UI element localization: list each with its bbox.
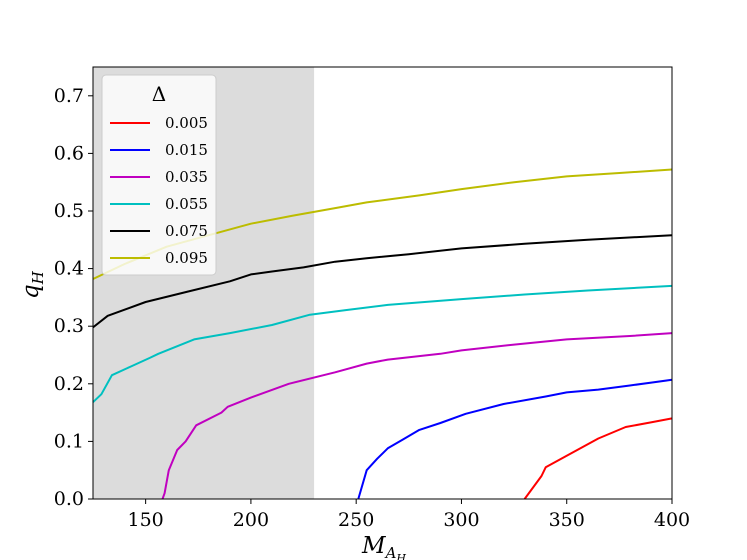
legend-title: Δ	[152, 82, 166, 106]
y-tick-label: 0.0	[54, 488, 84, 510]
legend-label-0.015: 0.015	[165, 141, 208, 159]
x-axis-label: MAH	[361, 533, 406, 560]
axes-frame	[92, 66, 673, 500]
legend-label-0.005: 0.005	[165, 114, 208, 132]
svg-text:MAH: MAH	[361, 533, 406, 560]
legend-label-0.075: 0.075	[165, 222, 208, 240]
y-tick-label: 0.6	[54, 142, 84, 164]
series-line-0.015	[357, 378, 673, 500]
y-axis-label-sub: H	[29, 270, 47, 285]
svg-text:qH: qH	[18, 270, 47, 299]
legend: Δ 0.005 0.015 0.035 0.055 0.075 0.095	[101, 74, 217, 276]
series-line-0.055	[92, 284, 673, 403]
x-tick-label: 300	[443, 509, 479, 531]
x-tick-label: 350	[549, 509, 585, 531]
x-axis-label-main: M	[361, 533, 387, 559]
y-axis-ticks: 0.0 0.1 0.2 0.3 0.4 0.5 0.6 0.7	[54, 85, 93, 510]
x-tick-label: 250	[338, 509, 374, 531]
y-axis-label: qH	[18, 270, 47, 299]
y-tick-label: 0.2	[54, 373, 84, 395]
y-tick-label: 0.1	[54, 430, 84, 452]
series-line-0.005	[523, 417, 673, 500]
legend-label-0.035: 0.035	[165, 168, 208, 186]
y-axis-label-main: q	[18, 284, 44, 299]
x-tick-label: 150	[128, 509, 164, 531]
x-tick-label: 200	[233, 509, 269, 531]
x-axis-label-sub: A	[384, 544, 397, 560]
series-line-0.035	[161, 332, 673, 500]
legend-label-0.095: 0.095	[165, 249, 208, 267]
y-tick-label: 0.5	[54, 200, 84, 222]
series-line-0.075	[92, 234, 673, 329]
legend-box	[101, 74, 217, 276]
legend-items: 0.005 0.015 0.035 0.055 0.075 0.095	[110, 114, 208, 267]
y-tick-label: 0.3	[54, 315, 84, 337]
x-axis-ticks: 150 200 250 300 350 400	[128, 499, 690, 531]
y-tick-label: 0.4	[54, 258, 84, 280]
legend-label-0.055: 0.055	[165, 195, 208, 213]
x-axis-label-subsub: H	[395, 552, 406, 560]
axes-border	[92, 66, 673, 500]
x-tick-label: 400	[654, 509, 690, 531]
y-tick-label: 0.7	[54, 85, 84, 107]
